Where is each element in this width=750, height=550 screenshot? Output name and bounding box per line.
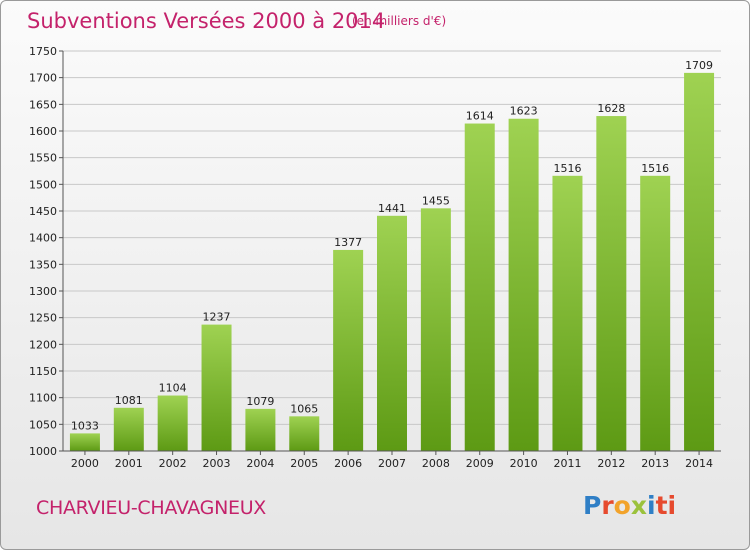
y-tick-label: 1500	[29, 178, 57, 191]
data-label-2006: 1377	[334, 236, 362, 249]
data-label-2009: 1614	[466, 110, 494, 123]
data-label-2012: 1628	[597, 102, 625, 115]
data-label-2003: 1237	[203, 311, 231, 324]
data-label-2011: 1516	[553, 162, 581, 175]
data-label-2008: 1455	[422, 194, 450, 207]
x-tick-label-2006: 2006	[334, 457, 362, 470]
x-tick-label-2003: 2003	[203, 457, 231, 470]
x-tick-label-2008: 2008	[422, 457, 450, 470]
bar-2007	[377, 215, 407, 451]
x-tick-label-2013: 2013	[641, 457, 669, 470]
commune-name: CHARVIEU-CHAVAGNEUX	[36, 497, 267, 519]
x-tick-label-2012: 2012	[597, 457, 625, 470]
bar-2000	[69, 433, 100, 451]
y-tick-label: 1600	[29, 125, 57, 138]
y-tick-label: 1150	[29, 365, 57, 378]
x-tick-label-2001: 2001	[115, 457, 143, 470]
x-tick-label-2000: 2000	[71, 457, 99, 470]
data-label-2000: 1033	[71, 419, 99, 432]
bar-2012	[596, 116, 627, 452]
bar-2006	[333, 249, 364, 451]
data-label-2014: 1709	[685, 59, 713, 72]
bar-2010	[508, 118, 539, 451]
y-tick-label: 1100	[29, 392, 57, 405]
y-tick-label: 1650	[29, 98, 57, 111]
bar-2004	[245, 408, 276, 451]
y-tick-label: 1700	[29, 72, 57, 85]
bar-2008	[420, 208, 451, 451]
proxiti-logo: Proxiti	[583, 491, 677, 520]
bar-2013	[640, 175, 671, 452]
data-label-2005: 1065	[290, 402, 318, 415]
x-tick-label-2002: 2002	[159, 457, 187, 470]
x-tick-label-2010: 2010	[510, 457, 538, 470]
y-tick-label: 1400	[29, 232, 57, 245]
x-tick-label-2004: 2004	[246, 457, 274, 470]
data-label-2013: 1516	[641, 162, 669, 175]
y-tick-label: 1000	[29, 445, 57, 458]
bar-2014	[684, 72, 715, 451]
y-tick-label: 1200	[29, 338, 57, 351]
chart-title: Subventions Versées 2000 à 2014	[27, 9, 386, 33]
x-tick-label-2007: 2007	[378, 457, 406, 470]
x-tick-label-2005: 2005	[290, 457, 318, 470]
bar-2002	[157, 395, 188, 451]
data-label-2004: 1079	[246, 395, 274, 408]
y-tick-label: 1350	[29, 258, 57, 271]
data-label-2002: 1104	[159, 382, 187, 395]
data-label-2001: 1081	[115, 394, 143, 407]
bar-2005	[289, 416, 320, 451]
x-tick-label-2009: 2009	[466, 457, 494, 470]
bar-2001	[113, 407, 144, 451]
chart-subtitle: (en milliers d'€)	[352, 14, 447, 28]
y-tick-label: 1550	[29, 152, 57, 165]
data-label-2010: 1623	[510, 105, 538, 118]
x-tick-label-2014: 2014	[685, 457, 713, 470]
y-tick-label: 1300	[29, 285, 57, 298]
y-tick-label: 1450	[29, 205, 57, 218]
y-tick-label: 1750	[29, 45, 57, 58]
y-tick-label: 1050	[29, 418, 57, 431]
bar-2003	[201, 324, 232, 451]
y-tick-label: 1250	[29, 312, 57, 325]
bar-2009	[464, 123, 495, 452]
data-label-2007: 1441	[378, 202, 406, 215]
bar-2011	[552, 175, 583, 452]
x-tick-label-2011: 2011	[553, 457, 581, 470]
